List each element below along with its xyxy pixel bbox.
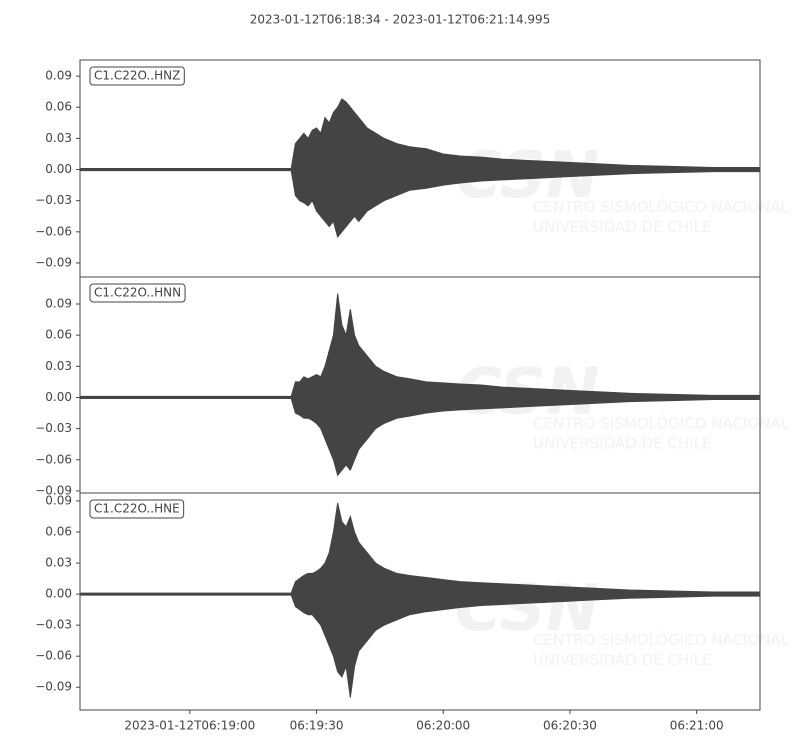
x-tick-label: 06:21:00 [670, 719, 724, 733]
trace-label-box [89, 283, 186, 303]
chart-title: 2023-01-12T06:18:34 - 2023-01-12T06:21:1… [250, 13, 551, 27]
waveform-lower [80, 398, 761, 477]
y-tick-label: 0.03 [45, 556, 72, 570]
y-tick-label: 0.06 [45, 328, 72, 342]
watermark-text: CENTRO SISMOLÓGICO NACIONAL [533, 630, 790, 649]
x-tick-label: 06:19:30 [290, 719, 344, 733]
envelope-fill [80, 503, 761, 698]
waveform-lower [80, 170, 761, 239]
waveform-upper [80, 293, 761, 397]
trace-label: C1.C22O..HNE [94, 502, 180, 516]
watermark-text: UNIVERSIDAD DE CHILE [533, 434, 711, 452]
panel-frame [79, 492, 761, 711]
x-tick-label: 06:20:30 [543, 719, 597, 733]
y-tick-label: 0.00 [45, 390, 72, 404]
trace-label-box [89, 66, 185, 86]
watermark-text: UNIVERSIDAD DE CHILE [533, 218, 711, 236]
y-tick-label: −0.03 [35, 193, 72, 207]
y-tick-label: 0.00 [45, 587, 72, 601]
waveform-lower [80, 594, 761, 698]
watermark-text: CENTRO SISMOLÓGICO NACIONAL [533, 197, 790, 216]
y-tick-label: −0.06 [35, 224, 72, 238]
watermark-text: UNIVERSIDAD DE CHILE [533, 651, 711, 669]
x-tick-label: 06:20:00 [416, 719, 470, 733]
y-tick-label: −0.03 [35, 421, 72, 435]
y-tick-label: −0.09 [35, 483, 72, 497]
y-tick-label: 0.09 [45, 297, 72, 311]
envelope-fill [80, 293, 761, 476]
waveform-upper [80, 98, 761, 169]
waveform-upper [80, 502, 761, 594]
trace-label: C1.C22O..HNZ [94, 69, 180, 83]
y-tick-label: 0.09 [45, 493, 72, 507]
y-tick-label: 0.06 [45, 100, 72, 114]
watermark-text: CENTRO SISMOLÓGICO NACIONAL [533, 413, 790, 432]
y-tick-label: 0.03 [45, 131, 72, 145]
y-tick-label: −0.06 [35, 452, 72, 466]
y-tick-label: 0.09 [45, 69, 72, 83]
y-tick-label: −0.06 [35, 649, 72, 663]
y-tick-label: 0.06 [45, 525, 72, 539]
trace-label-box [89, 499, 185, 519]
y-tick-label: −0.03 [35, 618, 72, 632]
y-tick-label: 0.00 [45, 162, 72, 176]
y-tick-label: 0.03 [45, 359, 72, 373]
trace-label: C1.C22O..HNN [94, 286, 181, 300]
x-tick-label: 2023-01-12T06:19:00 [124, 719, 255, 733]
y-tick-label: −0.09 [35, 255, 72, 269]
y-tick-label: −0.09 [35, 680, 72, 694]
envelope-fill [80, 98, 761, 238]
